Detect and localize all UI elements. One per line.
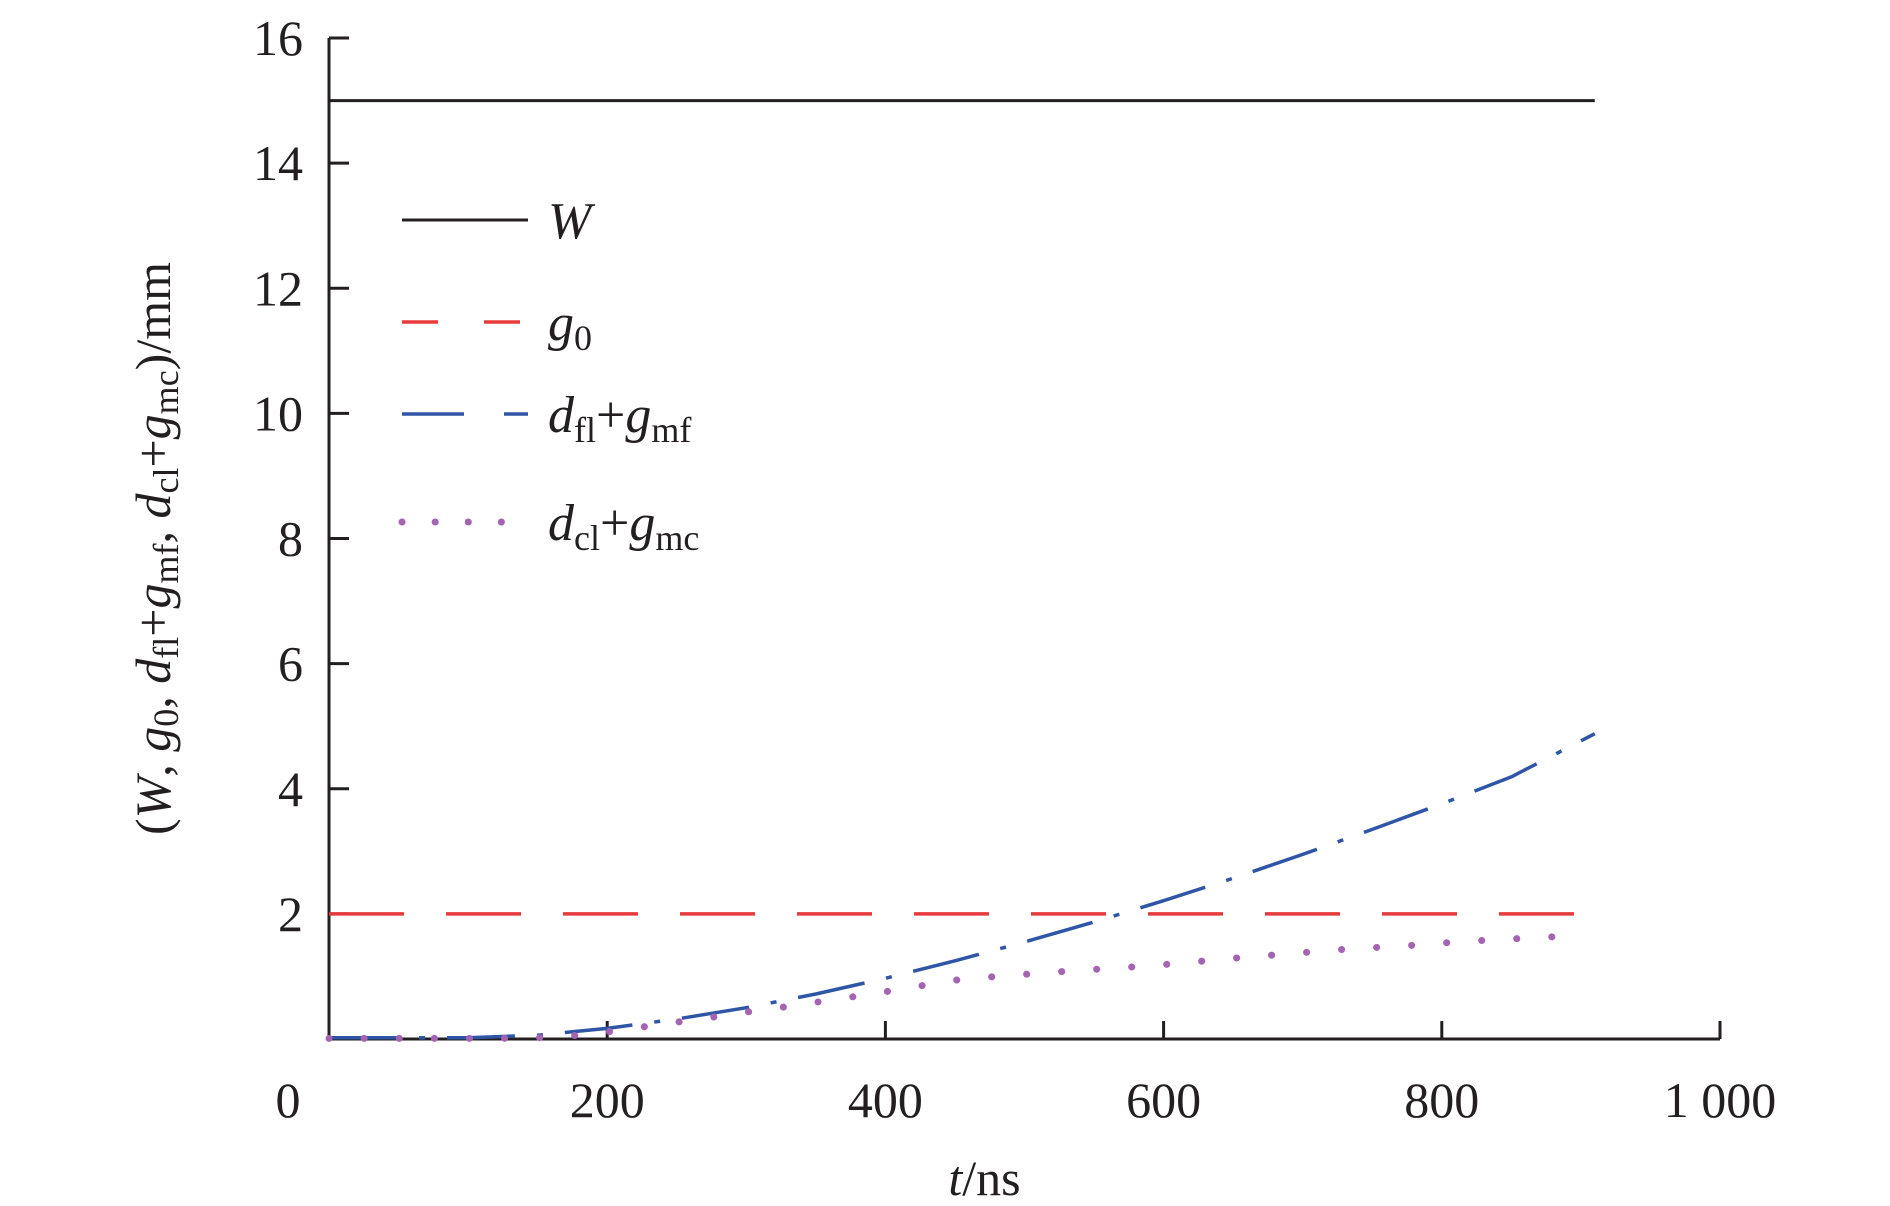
y-tick-label: 4 [278, 761, 303, 817]
y-ticks: 2 4 6 8 10 12 14 16 [253, 10, 349, 942]
x-tick-label: 800 [1404, 1072, 1479, 1128]
y-axis-label: (W, g0, dfl+gmf, dcl+gmc)/mm [125, 262, 186, 835]
y-tick-label: 10 [253, 385, 303, 441]
series-line-2 [329, 732, 1596, 1040]
legend-label-2: dfl​+gmf​ [548, 387, 691, 450]
series [325, 99, 1596, 1042]
x-tick-label: 1 000 [1664, 1072, 1777, 1128]
x-tick-label: 0 [276, 1072, 301, 1128]
y-tick-label: 12 [253, 260, 303, 316]
y-tick-label: 6 [278, 636, 303, 692]
x-ticks: 0 200 400 600 800 1 000 [276, 1021, 1777, 1128]
axes [327, 38, 1720, 1041]
x-tick-label: 600 [1126, 1072, 1201, 1128]
legend-label-1: g0​ [548, 295, 592, 358]
x-tick-label: 400 [848, 1072, 923, 1128]
y-tick-label: 2 [278, 886, 303, 942]
series-line-3 [325, 931, 1585, 1042]
y-tick-label: 8 [278, 511, 303, 567]
x-axis-label: t/ns [948, 1150, 1020, 1206]
x-axis-label-unit: /ns [962, 1150, 1020, 1206]
legend-label-0: W [548, 193, 596, 250]
legend: Wg0​ dfl​+gmf​ dcl​+gmc​ [398, 193, 699, 558]
legend-label-3: dcl​+gmc​ [548, 495, 699, 558]
x-axis-label-var: t [948, 1150, 963, 1206]
y-tick-label: 16 [253, 10, 303, 66]
x-tick-label: 200 [570, 1072, 645, 1128]
y-tick-label: 14 [253, 135, 303, 191]
